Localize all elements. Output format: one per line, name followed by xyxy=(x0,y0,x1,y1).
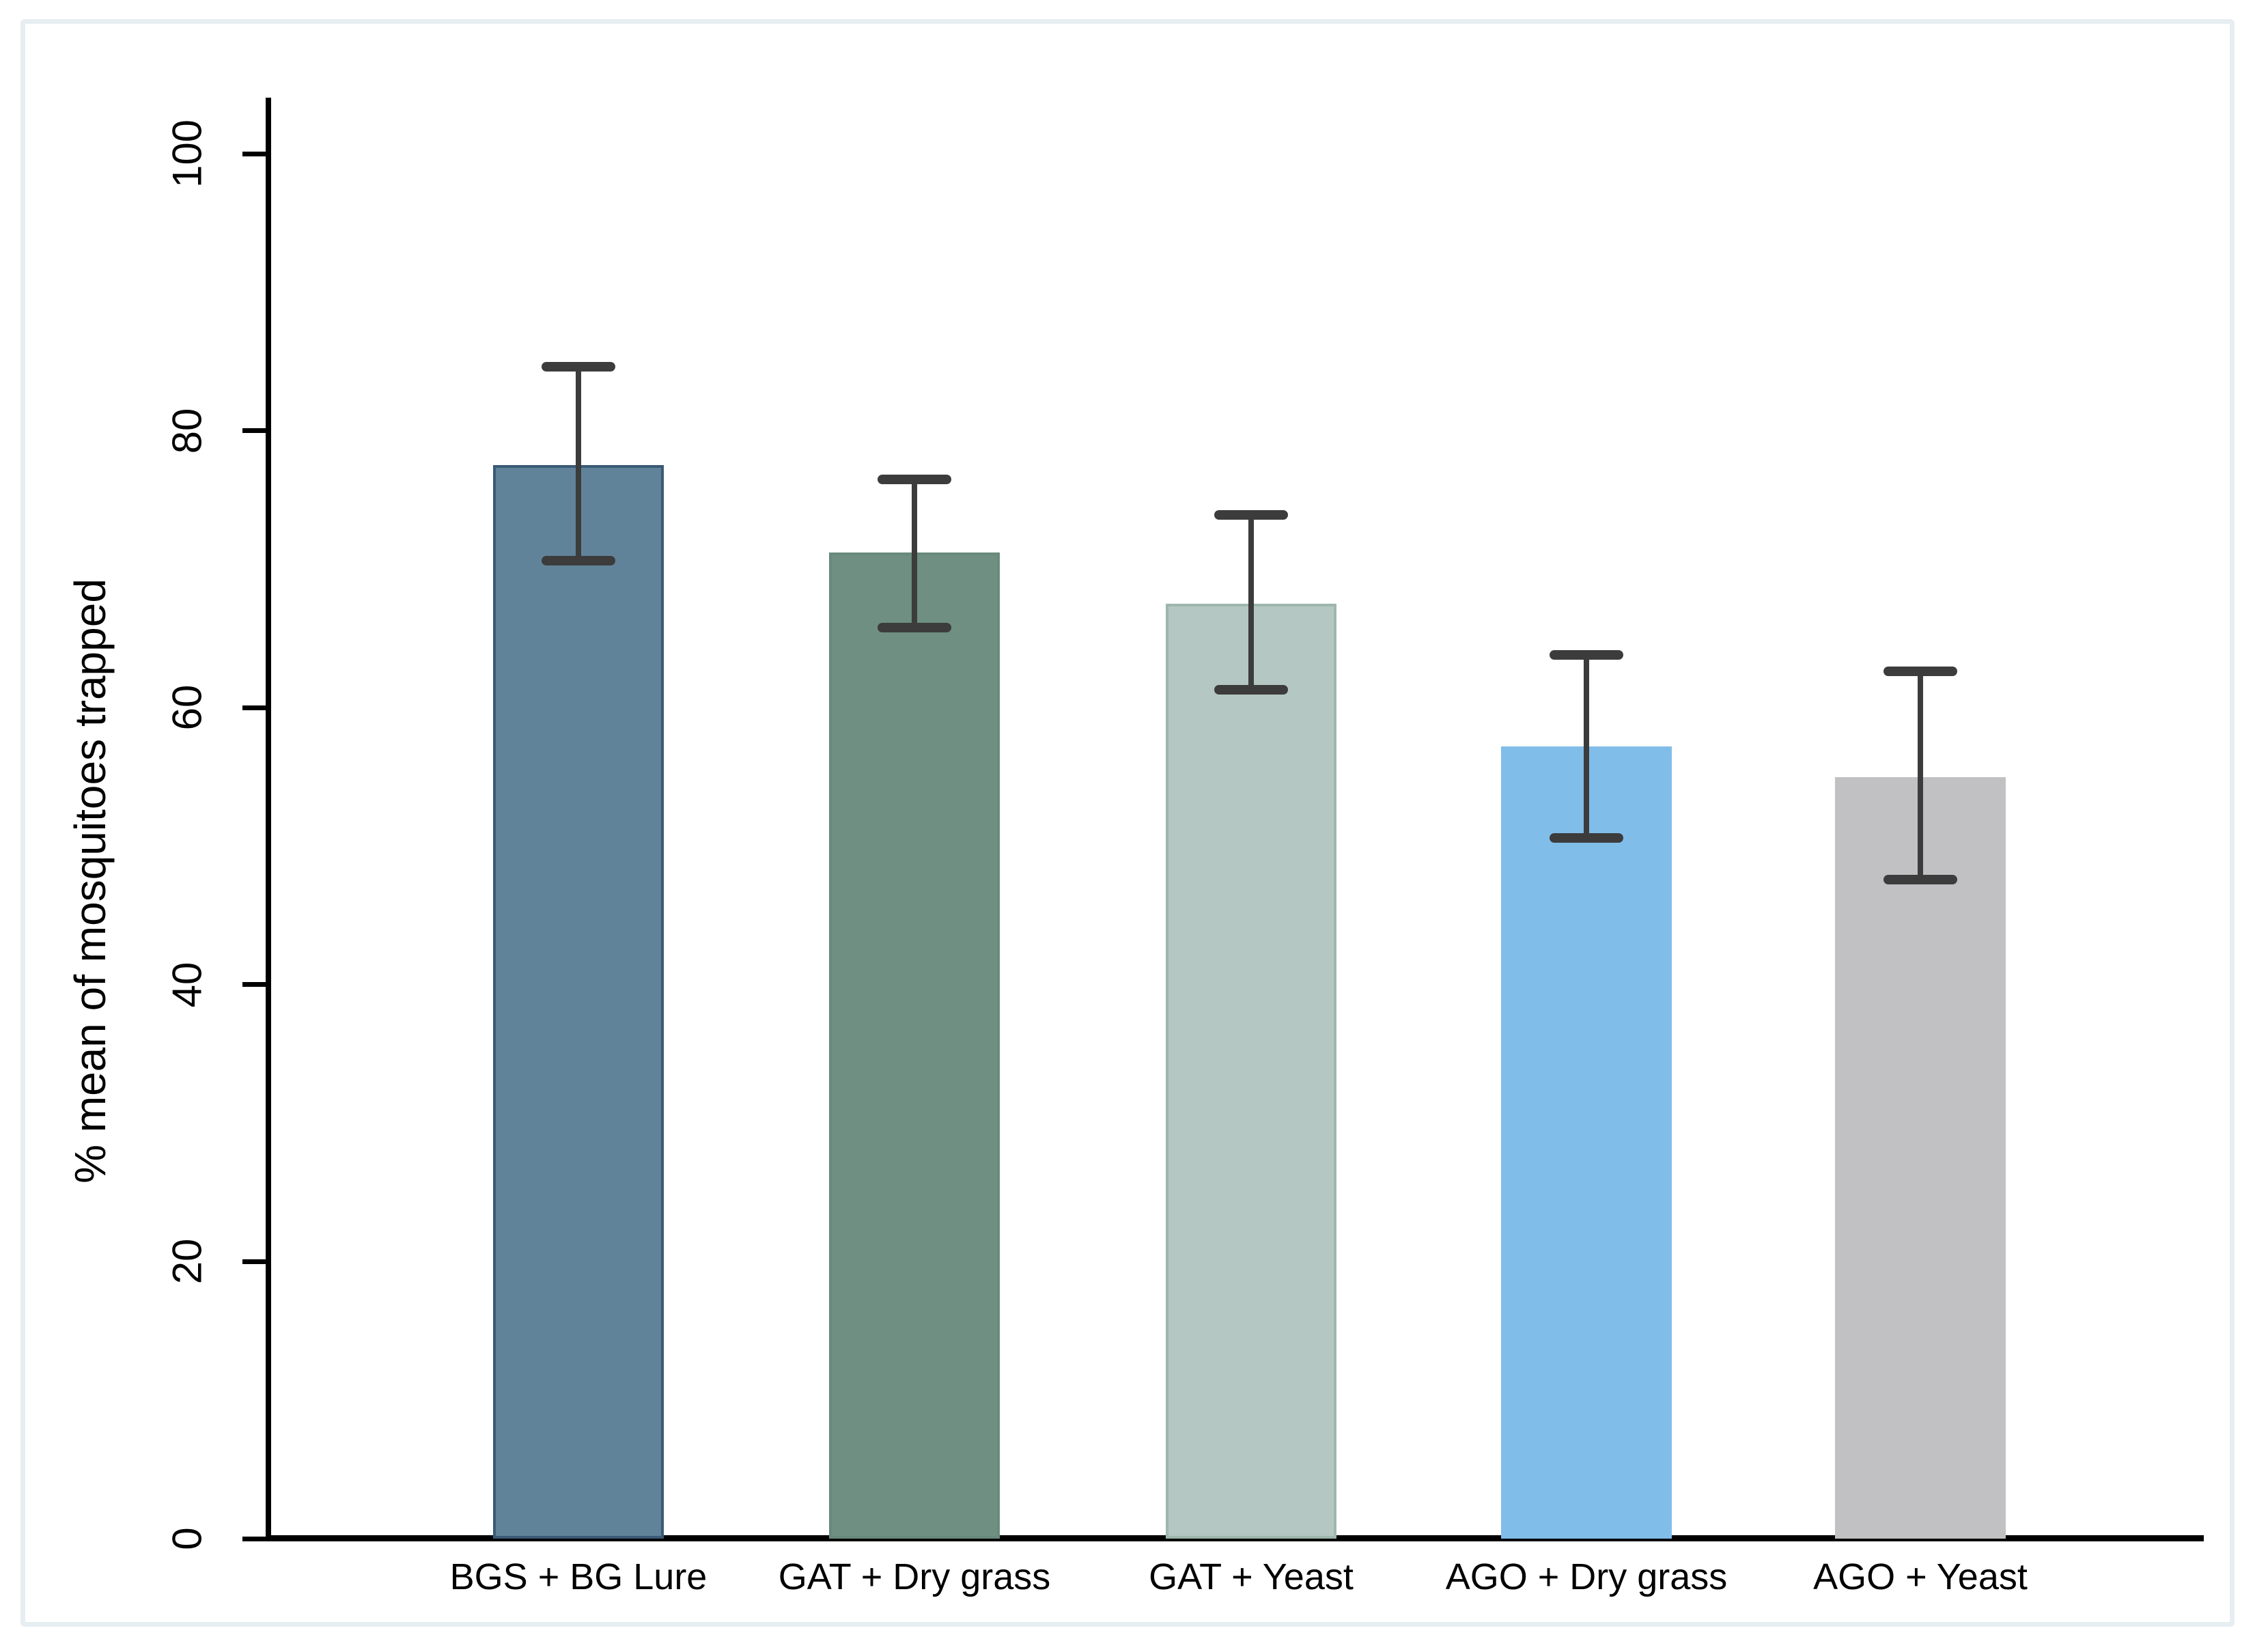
bar-gat-yeast xyxy=(1166,604,1336,1539)
y-tick-label: 100 xyxy=(164,119,210,188)
error-bar-cap-top xyxy=(542,362,615,372)
error-bar-cap-top xyxy=(1550,650,1623,660)
error-bar-line xyxy=(1248,515,1254,690)
error-bar-line xyxy=(912,479,917,628)
y-tick-label: 0 xyxy=(164,1527,210,1550)
y-tick-label: 40 xyxy=(164,962,210,1008)
y-tick-mark xyxy=(242,1259,266,1264)
y-tick-mark xyxy=(242,151,266,156)
x-axis-label-ago-yeast: AGO + Yeast xyxy=(1813,1556,2028,1597)
y-tick-mark xyxy=(242,428,266,434)
plot-area: 0 20 40 60 80 100 BGS + BG Lure GAT + Dry gras… xyxy=(165,98,2204,1597)
error-bar-cap-bottom xyxy=(878,622,951,632)
bar-ago-dry-grass xyxy=(1501,746,1672,1539)
x-axis-label-bgs-bg-lure: BGS + BG Lure xyxy=(449,1556,708,1597)
y-tick-label: 20 xyxy=(164,1239,210,1285)
y-axis-line xyxy=(266,98,271,1539)
error-bar-cap-top xyxy=(1214,510,1288,520)
error-bar-line xyxy=(1918,671,1923,880)
y-tick-label: 80 xyxy=(164,408,210,453)
y-tick-mark xyxy=(242,705,266,710)
bar-ago-yeast xyxy=(1835,776,2006,1539)
error-bar-cap-bottom xyxy=(542,556,615,566)
y-axis-title: % mean of mosquitoes trapped xyxy=(66,578,115,1184)
error-bar-cap-top xyxy=(878,474,951,484)
chart-card: 0 20 40 60 80 100 BGS + BG Lure GAT + Dry gras… xyxy=(20,19,2235,1627)
bar-bgs-bg-lure xyxy=(493,465,664,1539)
x-axis-label-gat-yeast: GAT + Yeast xyxy=(1149,1556,1354,1597)
y-tick-label: 60 xyxy=(164,684,210,731)
x-axis-label-ago-dry-grass: AGO + Dry grass xyxy=(1445,1556,1728,1597)
x-axis-label-gat-dry-grass: GAT + Dry grass xyxy=(778,1556,1051,1597)
error-bar-cap-bottom xyxy=(1883,874,1957,884)
error-bar-cap-bottom xyxy=(1550,832,1623,843)
error-bar-line xyxy=(576,367,581,561)
error-bar-line xyxy=(1584,655,1589,838)
error-bar-cap-bottom xyxy=(1214,684,1288,695)
y-tick-mark xyxy=(242,1536,266,1541)
bar-gat-dry-grass xyxy=(829,552,1000,1539)
error-bar-cap-top xyxy=(1883,667,1957,677)
y-tick-mark xyxy=(242,982,266,988)
